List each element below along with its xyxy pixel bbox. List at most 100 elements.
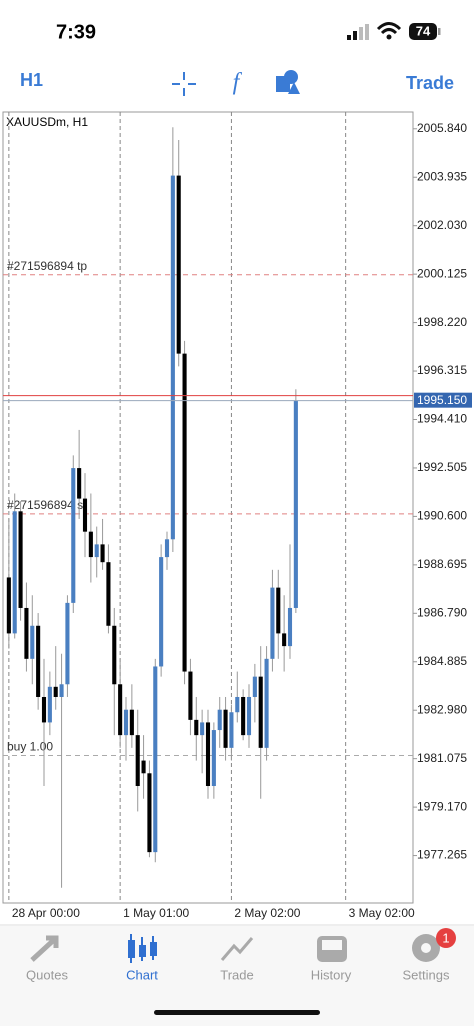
y-tick-label: 1990.600 xyxy=(417,509,467,523)
candle-body xyxy=(188,671,193,720)
price-label: 1995.150 xyxy=(417,393,467,407)
candle-body xyxy=(41,696,47,723)
candle-body xyxy=(82,498,88,532)
y-tick-label: 1986.790 xyxy=(417,605,467,619)
candle-body xyxy=(6,577,11,634)
candle-body xyxy=(77,468,82,499)
badge-count: 1 xyxy=(442,930,449,945)
candle-body xyxy=(159,557,164,667)
trade-icon xyxy=(220,937,254,961)
candle-body xyxy=(135,735,140,787)
objects-button[interactable] xyxy=(276,70,300,94)
candle-body xyxy=(252,676,257,697)
y-tick-label: 1988.695 xyxy=(417,557,467,571)
candle-body xyxy=(182,353,187,672)
chart-frame xyxy=(2,111,414,904)
tab[interactable]: Quotes xyxy=(26,967,68,982)
candle-body xyxy=(258,676,263,748)
y-tick-label: 1998.220 xyxy=(417,315,467,329)
candle-body xyxy=(30,625,35,659)
badge xyxy=(436,928,456,948)
candle-body xyxy=(65,602,70,685)
y-tick-label: 2000.125 xyxy=(417,266,467,280)
candle-body xyxy=(24,607,29,659)
order-label: buy 1.00 xyxy=(7,740,53,754)
order-label: #271596894 sl xyxy=(7,498,86,512)
chart-title: XAUUSDm, H1 xyxy=(6,115,88,129)
battery xyxy=(409,23,437,40)
y-tick-label: 1984.885 xyxy=(417,654,467,668)
candle-body xyxy=(71,468,76,603)
candle-body xyxy=(205,722,211,787)
y-tick-label: 1994.410 xyxy=(417,412,467,426)
candle-body xyxy=(235,696,240,713)
candle-body xyxy=(18,511,23,608)
candle-body xyxy=(153,666,158,853)
candle-body xyxy=(217,709,222,731)
candle-body xyxy=(164,539,170,558)
tab[interactable]: History xyxy=(311,967,352,982)
y-tick-label: 2003.935 xyxy=(417,169,467,183)
candle-body xyxy=(276,587,281,634)
chart-icon xyxy=(128,934,157,963)
candle-body xyxy=(170,175,175,540)
candle-body xyxy=(88,531,93,558)
candle-body xyxy=(287,607,293,647)
x-tick-label: 2 May 02:00 xyxy=(234,906,300,920)
wifi-icon xyxy=(376,22,402,35)
tab-labels: Quotes Chart Trade History Settings xyxy=(26,967,450,982)
candle-body xyxy=(47,686,52,723)
tab[interactable]: Settings xyxy=(403,967,450,982)
y-tick-label: 1982.980 xyxy=(417,702,467,716)
y-tick-label: 1996.315 xyxy=(417,363,467,377)
y-tick-label: 1992.505 xyxy=(417,460,467,474)
tab[interactable]: Trade xyxy=(220,967,253,982)
candle-body xyxy=(59,684,64,697)
candle-body xyxy=(129,709,134,736)
battery-tip xyxy=(438,28,441,35)
clock: 7:39 xyxy=(56,21,96,43)
settings-icon xyxy=(412,934,440,962)
order-label: #271596894 tp xyxy=(7,259,87,273)
x-tick-label: 28 Apr 00:00 xyxy=(12,906,80,920)
candle-body xyxy=(282,633,287,647)
candle-body xyxy=(141,760,146,774)
candle-body xyxy=(270,587,275,659)
history-icon xyxy=(317,936,347,962)
candle-body xyxy=(241,696,246,736)
candle-body xyxy=(246,696,252,736)
candle-body xyxy=(293,400,298,608)
y-tick-label: 1981.075 xyxy=(417,751,467,765)
candle-body xyxy=(53,686,58,697)
y-tick-label: 2002.030 xyxy=(417,218,467,232)
candle-body xyxy=(12,511,17,634)
indicators-button[interactable]: f xyxy=(233,70,243,96)
timeframe-button[interactable]: H1 xyxy=(20,70,43,90)
tab[interactable]: Chart xyxy=(126,967,158,982)
battery-level: 74 xyxy=(416,23,431,38)
x-tick-label: 1 May 01:00 xyxy=(123,906,189,920)
home-indicator xyxy=(154,1010,320,1015)
x-tick-label: 3 May 02:00 xyxy=(349,906,415,920)
quotes-icon xyxy=(30,935,59,962)
candle-body xyxy=(176,175,181,354)
y-tick-label: 1977.265 xyxy=(417,848,467,862)
candle-body xyxy=(100,544,105,563)
candle-body xyxy=(112,625,117,685)
candle-body xyxy=(36,625,41,697)
y-tick-label: 1979.170 xyxy=(417,799,467,813)
candle-body xyxy=(147,773,152,853)
candle-body xyxy=(123,709,129,736)
candle-body xyxy=(194,719,199,736)
trade-button[interactable]: Trade xyxy=(406,73,454,93)
crosshair-button[interactable] xyxy=(172,72,196,96)
candle-body xyxy=(264,658,269,748)
chart: 1977.265 1979.170 1981.075 1982.980 1984.885… xyxy=(3,112,472,920)
price-box xyxy=(414,392,472,408)
y-tick-label: 2005.840 xyxy=(417,121,467,135)
candle-body xyxy=(223,709,228,748)
tab-bar xyxy=(0,926,474,1026)
